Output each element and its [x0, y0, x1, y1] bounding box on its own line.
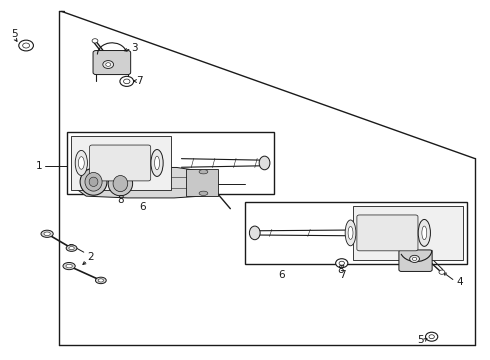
Ellipse shape: [66, 264, 73, 268]
Text: 6: 6: [139, 202, 146, 212]
Ellipse shape: [80, 168, 107, 195]
Ellipse shape: [108, 171, 133, 196]
Ellipse shape: [348, 226, 353, 239]
Text: 5: 5: [417, 334, 424, 345]
Ellipse shape: [155, 156, 159, 170]
FancyBboxPatch shape: [357, 215, 418, 251]
Ellipse shape: [418, 220, 430, 246]
Ellipse shape: [249, 226, 260, 240]
Ellipse shape: [120, 76, 134, 86]
FancyBboxPatch shape: [399, 250, 432, 271]
Ellipse shape: [413, 257, 417, 261]
Ellipse shape: [339, 261, 344, 265]
Ellipse shape: [106, 63, 111, 66]
Ellipse shape: [199, 170, 208, 174]
Text: 8: 8: [117, 195, 123, 205]
Bar: [245, 202, 467, 264]
Ellipse shape: [429, 335, 434, 339]
Ellipse shape: [19, 40, 33, 51]
Ellipse shape: [96, 277, 106, 284]
Bar: [67, 132, 274, 194]
Ellipse shape: [425, 332, 438, 341]
Text: 8: 8: [337, 265, 343, 275]
Ellipse shape: [199, 191, 208, 195]
Ellipse shape: [41, 230, 53, 237]
Ellipse shape: [44, 232, 50, 235]
Ellipse shape: [103, 60, 114, 68]
Text: 3: 3: [132, 43, 138, 53]
Ellipse shape: [23, 43, 29, 48]
Bar: [71, 136, 171, 190]
Ellipse shape: [69, 247, 74, 250]
Ellipse shape: [89, 177, 98, 186]
Polygon shape: [76, 167, 216, 198]
Ellipse shape: [345, 220, 356, 246]
Ellipse shape: [336, 259, 348, 268]
Text: 5: 5: [11, 29, 18, 39]
Ellipse shape: [98, 279, 103, 282]
Ellipse shape: [123, 79, 130, 84]
Text: 7: 7: [137, 76, 143, 86]
Ellipse shape: [439, 270, 445, 274]
Ellipse shape: [422, 226, 427, 240]
Text: 4: 4: [457, 277, 463, 287]
Text: 6: 6: [278, 270, 285, 280]
Ellipse shape: [75, 150, 87, 176]
FancyBboxPatch shape: [90, 145, 151, 181]
Ellipse shape: [259, 156, 270, 170]
Text: 7: 7: [340, 270, 346, 280]
Ellipse shape: [63, 262, 75, 270]
Bar: [186, 169, 218, 196]
Ellipse shape: [151, 149, 163, 176]
Ellipse shape: [66, 245, 77, 251]
Ellipse shape: [85, 172, 102, 191]
Ellipse shape: [78, 157, 84, 169]
Text: 2: 2: [87, 252, 94, 262]
Ellipse shape: [92, 39, 98, 43]
FancyBboxPatch shape: [93, 50, 131, 75]
Text: 1: 1: [35, 161, 42, 171]
Ellipse shape: [113, 176, 128, 192]
Ellipse shape: [410, 255, 419, 262]
Bar: [353, 206, 464, 260]
